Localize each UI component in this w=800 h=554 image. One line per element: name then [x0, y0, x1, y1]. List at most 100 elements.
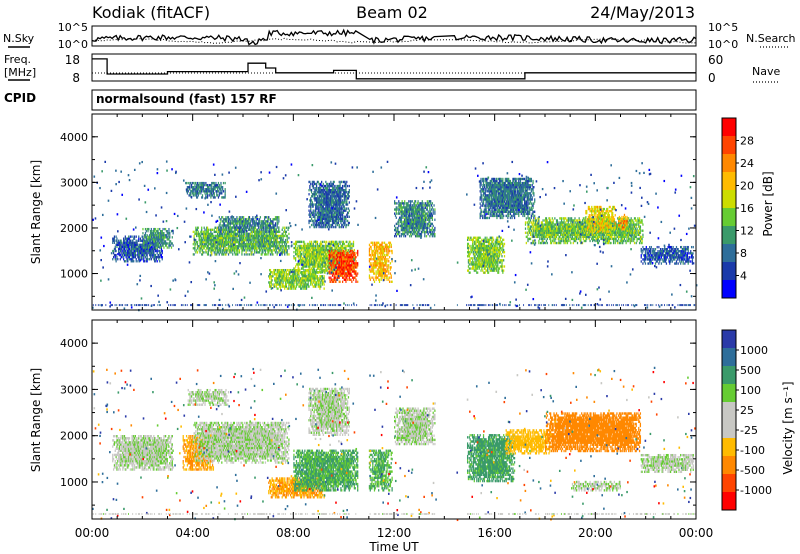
- power-cell-3: [253, 243, 255, 246]
- power-cell-0: [159, 249, 161, 253]
- power-cell-5: [287, 281, 289, 284]
- power-cell-2: [196, 183, 199, 187]
- power-cell-6: [317, 244, 319, 248]
- power-cell-5: [275, 273, 277, 276]
- power-cell-5: [317, 283, 319, 286]
- power-cell-8: [331, 266, 333, 269]
- power-cell-7: [309, 199, 311, 202]
- power-cell-2: [190, 190, 193, 193]
- power-cell-7: [347, 191, 350, 194]
- power-cell-0: [112, 255, 115, 259]
- power-cell-3: [233, 238, 236, 242]
- power-cell-3: [282, 232, 284, 236]
- power-cell-2: [211, 183, 213, 187]
- power-cell-3: [263, 234, 266, 238]
- power-cell-7: [325, 213, 327, 216]
- power-cell-0: [132, 235, 134, 238]
- power-cell-0: [155, 258, 157, 261]
- power-cell-8: [350, 272, 352, 275]
- power-cell-7: [315, 225, 318, 229]
- power-cell-9: [383, 270, 385, 273]
- power-cell-8: [329, 272, 331, 275]
- power-cell-8: [340, 253, 342, 257]
- power-cell-3: [284, 232, 287, 236]
- power-cell-1: [161, 236, 163, 239]
- power-cell-2: [205, 194, 207, 197]
- power-cell-3: [285, 226, 288, 229]
- power-cell-2: [211, 188, 213, 191]
- power-cell-3: [284, 230, 286, 234]
- power-cell-3: [221, 240, 223, 244]
- power-cell-8: [347, 272, 350, 275]
- power-cell-4: [278, 220, 280, 223]
- power-cell-7: [318, 215, 320, 218]
- power-cell-3: [200, 243, 202, 246]
- power-cell-0: [129, 258, 131, 261]
- power-cell-7: [321, 205, 323, 208]
- power-cell-3: [211, 251, 213, 254]
- power-cell-5: [302, 285, 304, 288]
- power-cell-6: [307, 259, 309, 262]
- power-cell-9: [377, 262, 379, 265]
- power-cell-0: [125, 245, 127, 249]
- power-cell-3: [254, 232, 256, 236]
- power-cell-6: [320, 250, 322, 254]
- power-cell-3: [253, 243, 256, 246]
- power-cell-3: [207, 240, 210, 244]
- power-cell-6: [296, 263, 298, 266]
- power-cell-3: [280, 245, 282, 248]
- power-cell-7: [328, 193, 330, 196]
- power-cell-6: [338, 248, 340, 252]
- power-cell-5: [283, 273, 285, 276]
- power-cell-6: [335, 250, 337, 254]
- power-cell-3: [241, 253, 243, 256]
- power-cell-5: [321, 279, 324, 282]
- power-cell-1: [142, 244, 144, 247]
- power-cell-1: [145, 236, 147, 239]
- power-cell-5: [286, 279, 288, 282]
- power-cell-7: [326, 217, 328, 221]
- power-cell-0: [135, 239, 137, 242]
- power-cell-3: [282, 247, 284, 250]
- power-cell-3: [276, 240, 278, 244]
- power-cell-0: [160, 247, 163, 251]
- power-cell-7: [341, 199, 344, 202]
- power-cell-9: [376, 241, 378, 244]
- power-cell-8: [353, 262, 355, 265]
- power-cell-5: [278, 273, 280, 276]
- power-cell-7: [345, 195, 347, 198]
- power-cell-7: [321, 188, 324, 192]
- power-cell-5: [285, 279, 288, 282]
- power-cell-9: [373, 268, 375, 271]
- power-cell-4: [246, 224, 248, 227]
- power-cell-6: [306, 255, 308, 258]
- power-cell-7: [331, 184, 333, 188]
- power-cell-2: [222, 188, 224, 191]
- power-cell-7: [340, 217, 342, 221]
- power-cell-1: [146, 238, 148, 241]
- power-cell-4: [274, 228, 276, 231]
- power-cell-7: [336, 213, 338, 216]
- power-cell-6: [323, 257, 325, 260]
- power-cell-3: [194, 243, 196, 246]
- power-cell-5: [291, 275, 293, 278]
- power-cell-7: [321, 201, 324, 204]
- power-cell-7: [314, 199, 316, 202]
- power-cell-5: [304, 285, 306, 288]
- power-cell-6: [310, 267, 313, 270]
- power-cell-8: [336, 255, 339, 259]
- power-cell-7: [347, 197, 349, 200]
- power-cell-3: [217, 230, 220, 234]
- power-cell-6: [315, 244, 317, 248]
- power-cell-0: [144, 247, 147, 251]
- power-cell-3: [263, 232, 266, 236]
- power-cell-3: [203, 245, 205, 248]
- power-cell-6: [309, 248, 311, 252]
- power-cell-7: [321, 209, 323, 212]
- power-cell-1: [164, 234, 167, 237]
- power-cell-3: [250, 247, 252, 250]
- power-cell-2: [213, 186, 215, 189]
- power-cell-9: [368, 247, 371, 251]
- power-cell-7: [341, 225, 343, 229]
- power-cell-7: [326, 188, 328, 192]
